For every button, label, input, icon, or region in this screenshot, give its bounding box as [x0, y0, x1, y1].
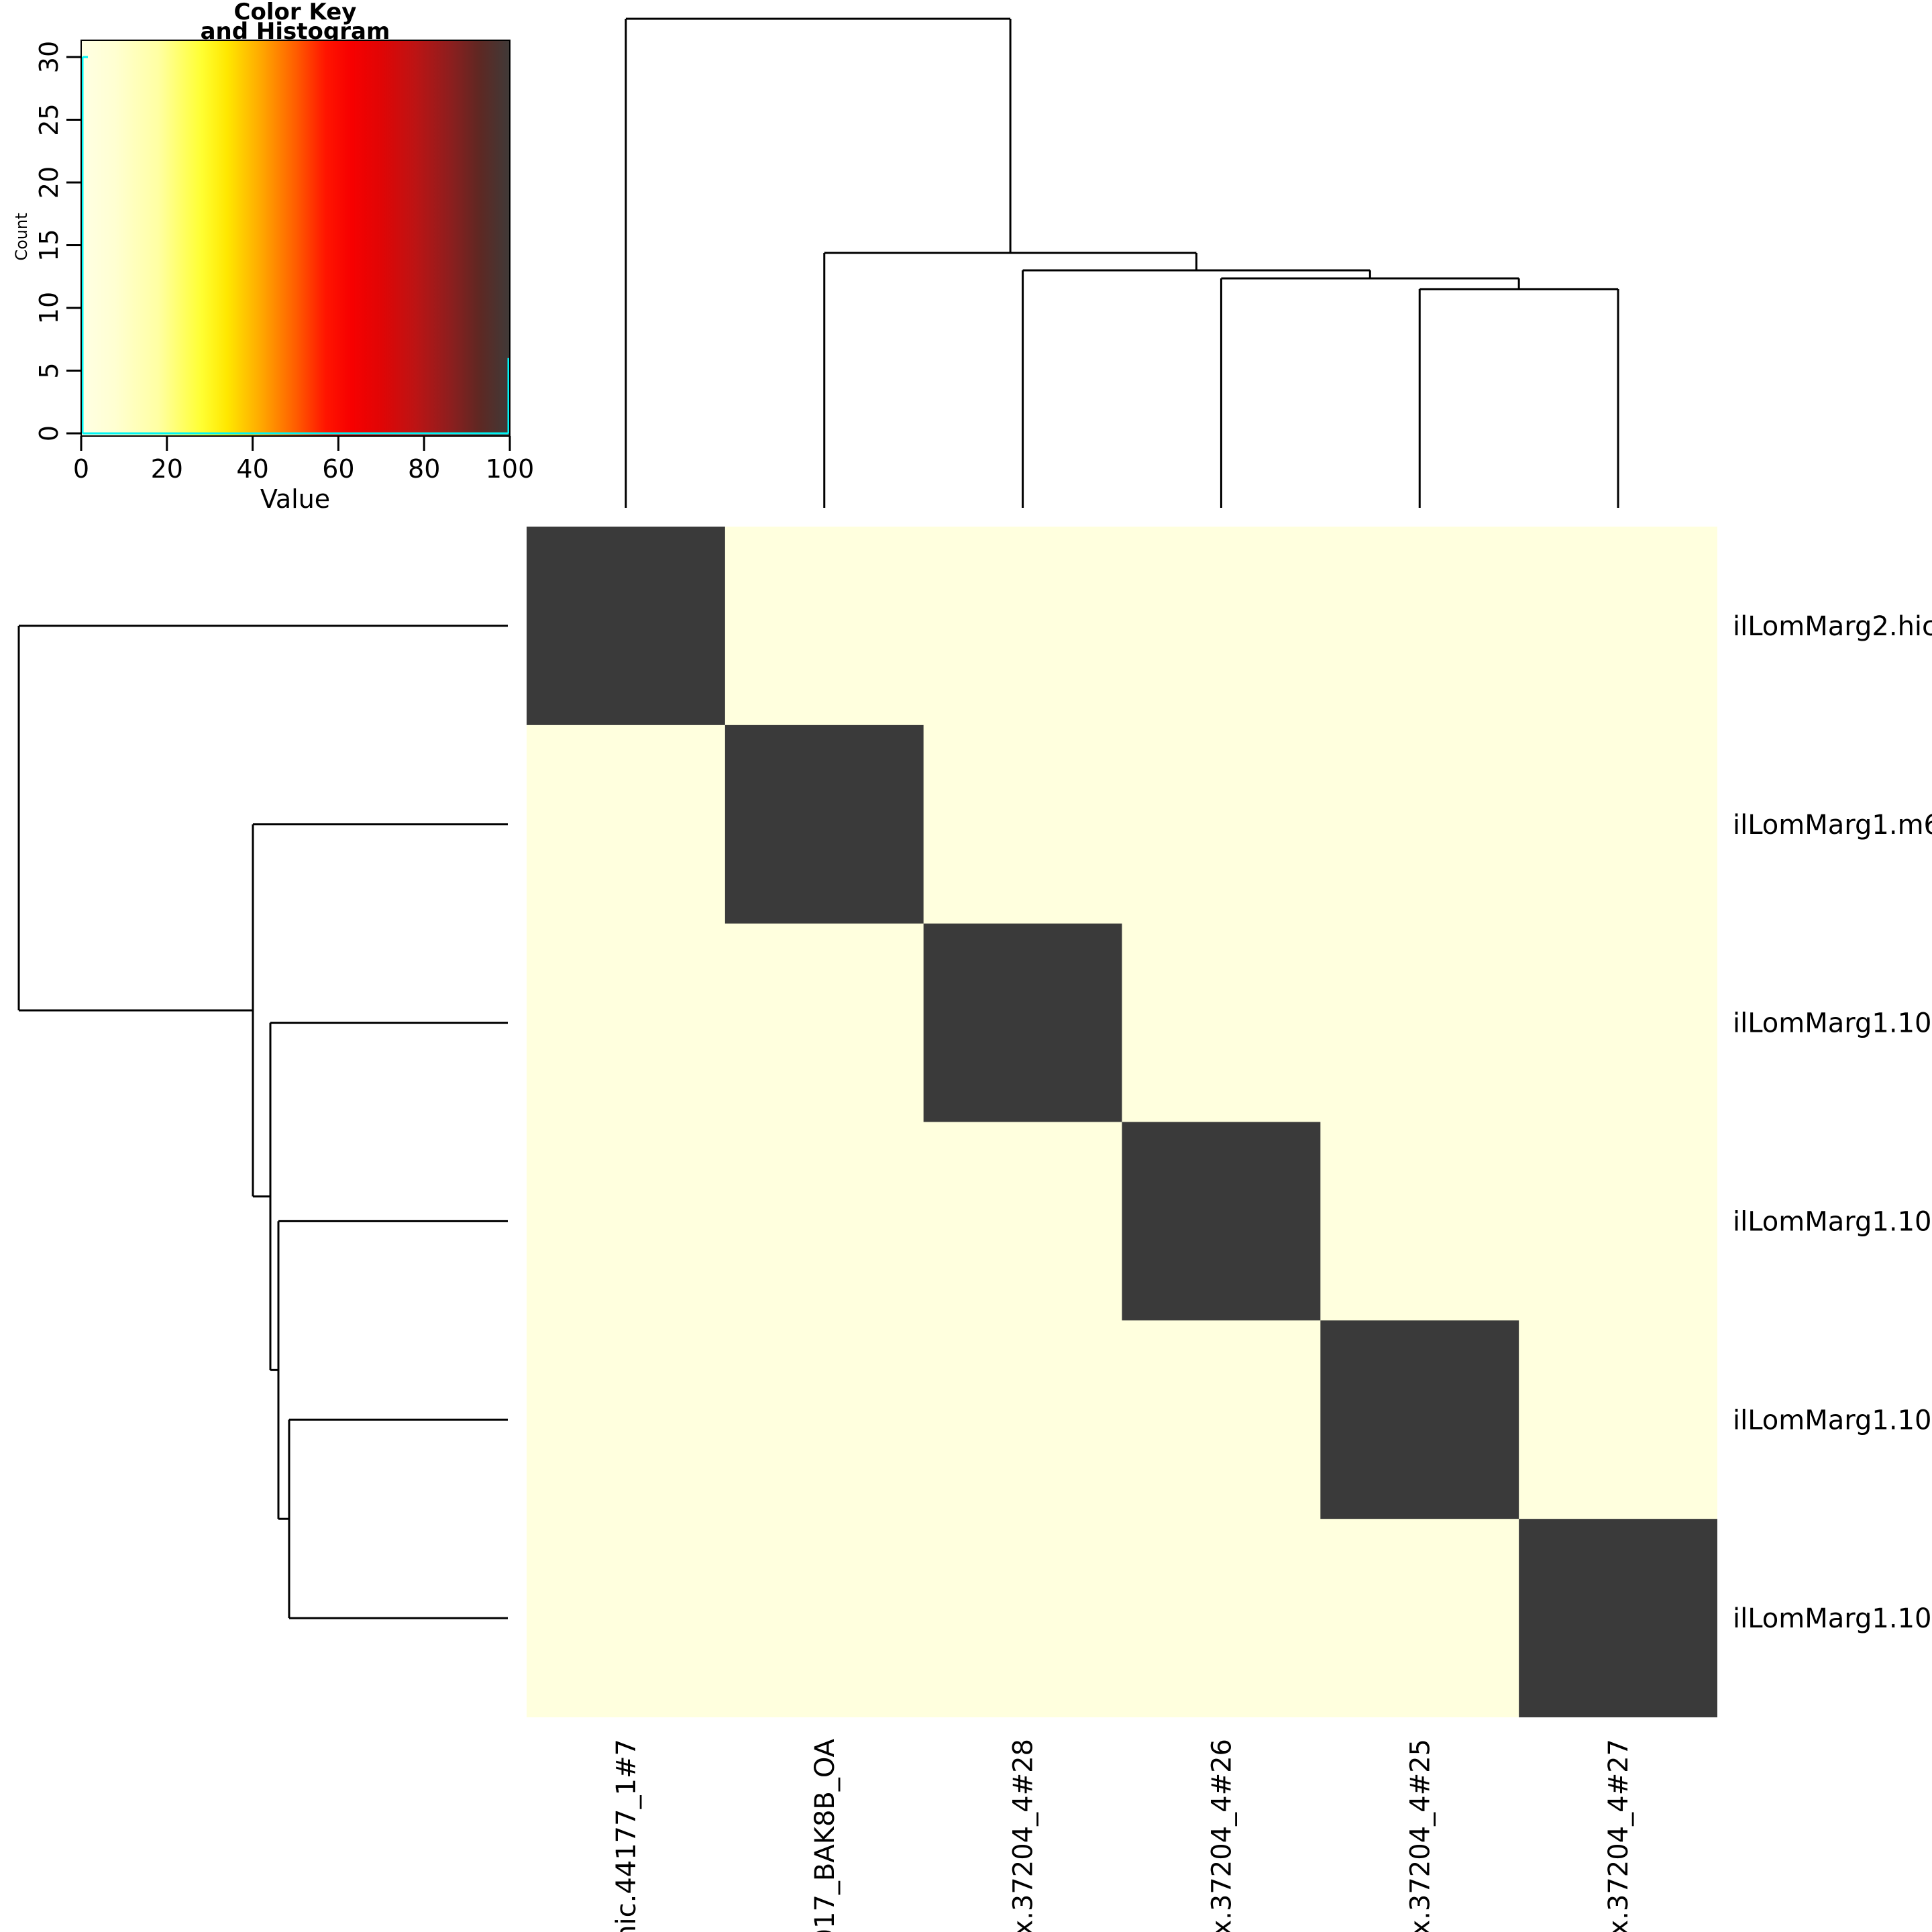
heatmap-cell-high [923, 923, 1122, 1122]
column-label: x.37204_4#28 [1008, 1739, 1039, 1932]
x-tick-label: 100 [486, 454, 535, 484]
y-tick-label: 20 [34, 166, 64, 199]
x-tick-label: 80 [408, 454, 440, 484]
x-tick-label: 20 [151, 454, 183, 484]
color-key-x-axis-title: Value [260, 484, 330, 514]
color-key-y-axis-title: Count [12, 213, 31, 260]
color-key-frame [80, 40, 511, 437]
heatmap-cell-high [1519, 1519, 1717, 1717]
row-label: ilLomMarg1.100 [1733, 1603, 1932, 1634]
column-label: x.37204_4#27 [1603, 1739, 1634, 1932]
color-key: Color Key and Histogram 0 20 40 60 80 100 051… [12, 0, 534, 514]
column-label: hic.44177_1#7 [611, 1739, 642, 1932]
y-tick-label: 25 [34, 103, 64, 136]
row-label: ilLomMarg2.hic [1733, 611, 1932, 642]
heatmap-cell-high [724, 724, 924, 924]
y-tick-label: 30 [34, 41, 64, 73]
y-tick-label: 10 [34, 292, 64, 324]
row-label: ilLomMarg1.100 [1733, 1405, 1932, 1436]
color-key-histogram [81, 56, 510, 435]
heatmap-grid [527, 527, 1717, 1717]
y-tick-label: 0 [34, 425, 64, 441]
color-key-gradient-bar [81, 40, 510, 436]
color-key-title-line1: Color Key [234, 0, 357, 25]
color-key-x-axis: 0 20 40 60 80 100 [73, 436, 534, 484]
column-label: x.37204_4#26 [1206, 1739, 1237, 1932]
heatmap-cell-high [1320, 1320, 1519, 1519]
column-labels: hic.44177_1#7 017_BAK8B_OA x.37204_4#28 x.3… [611, 1738, 1634, 1932]
y-tick-label: 5 [34, 362, 64, 378]
column-label: x.37204_4#25 [1405, 1739, 1436, 1932]
heatmap-cell-high [527, 527, 725, 725]
row-labels: ilLomMarg2.hic ilLomMarg1.m6 ilLomMarg1.10… [1733, 611, 1932, 1634]
y-tick-label: 15 [34, 229, 64, 261]
row-label: ilLomMarg1.100 [1733, 1206, 1932, 1237]
x-tick-label: 40 [236, 454, 268, 484]
row-dendrogram [17, 625, 508, 1619]
row-label: ilLomMarg1.m6 [1733, 810, 1932, 841]
x-tick-label: 60 [322, 454, 354, 484]
column-dendrogram [625, 17, 1619, 508]
row-label: ilLomMarg1.100 [1733, 1008, 1932, 1039]
color-key-y-axis: 0 5 10 15 20 25 30 [34, 41, 81, 441]
column-label: 017_BAK8B_OA [810, 1738, 841, 1932]
heatmap-cell-high [1122, 1122, 1321, 1321]
x-tick-label: 0 [73, 454, 89, 484]
